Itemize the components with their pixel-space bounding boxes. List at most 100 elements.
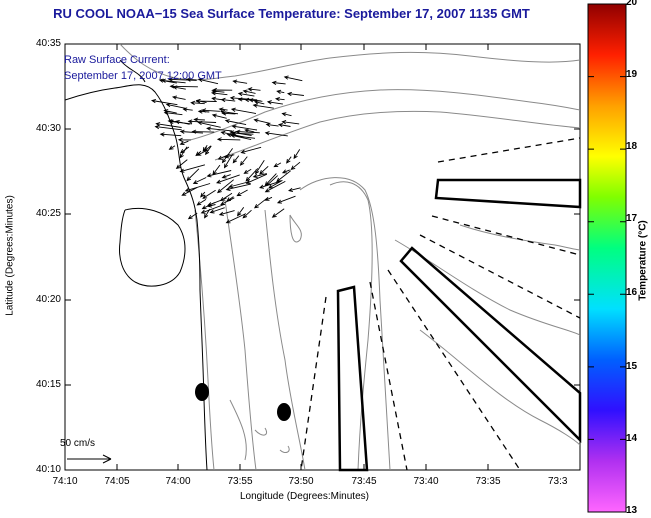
current-vector-arrow — [211, 96, 225, 101]
current-vector-arrow — [168, 119, 192, 125]
contour-line — [419, 329, 580, 446]
current-vector-arrow — [293, 149, 301, 160]
dashed-line — [300, 296, 327, 471]
current-vector-arrow — [163, 110, 183, 116]
current-vector-arrow — [186, 168, 200, 182]
current-vector-arrow — [276, 195, 296, 204]
x-tick-label: 73:45 — [351, 476, 377, 487]
current-vector-arrow — [232, 155, 240, 164]
current-vector-arrow — [191, 129, 215, 134]
contour-line — [299, 177, 391, 470]
current-vector-arrow — [187, 119, 217, 124]
current-vector-arrow — [225, 183, 251, 191]
current-vector-arrow — [264, 181, 286, 193]
colorbar-tick-label: 18 — [626, 141, 638, 152]
y-tick-label: 40:20 — [35, 294, 61, 305]
current-vector-arrow — [216, 179, 234, 194]
coastline — [65, 59, 208, 470]
y-tick-label: 40:35 — [35, 38, 61, 49]
colorbar-tick-label: 19 — [626, 69, 638, 80]
x-tick-label: 74:10 — [52, 476, 78, 487]
current-vector-arrow — [245, 173, 268, 184]
current-vector-arrow — [244, 128, 255, 133]
current-vector-arrow — [206, 170, 232, 178]
current-vector-arrow — [281, 169, 290, 174]
current-vector-arrow — [259, 180, 281, 189]
current-vector-arrow — [228, 181, 250, 189]
current-vector-arrow — [281, 112, 292, 117]
current-vector-arrow — [277, 122, 291, 128]
current-vector-arrow — [226, 196, 234, 202]
current-vector-arrow — [232, 79, 248, 84]
current-vector-arrow — [218, 107, 228, 112]
zone-polygon-diagonal — [399, 246, 582, 444]
zone-polygon-east — [434, 178, 582, 209]
current-vector-arrow — [283, 75, 303, 82]
current-vector-arrow — [264, 173, 277, 187]
current-vector-arrow — [155, 122, 182, 128]
current-vector-arrow — [158, 78, 177, 84]
plot-frame — [64, 43, 581, 471]
annotation-line-1: Raw Surface Current: — [64, 54, 170, 66]
current-vector-arrow — [273, 162, 282, 168]
current-vector-arrow — [221, 111, 236, 116]
current-vector-arrow — [223, 153, 233, 169]
current-vector-arrow — [274, 96, 285, 102]
current-vector-arrow — [192, 177, 207, 184]
current-vector-arrow — [184, 183, 211, 192]
coast-line-bay — [119, 207, 186, 287]
x-tick-label: 73:40 — [413, 476, 439, 487]
current-vector-arrow — [177, 137, 191, 143]
current-vector-arrow — [264, 131, 288, 137]
current-vector-arrow — [237, 97, 258, 102]
current-vector-arrow — [240, 146, 262, 154]
current-vector-arrow — [150, 98, 178, 106]
current-vector-arrow — [286, 156, 292, 164]
contour-line — [224, 199, 257, 470]
current-vector-arrow — [236, 207, 245, 217]
current-vector-arrow — [253, 100, 265, 105]
x-tick-label: 74:05 — [104, 476, 130, 487]
current-vector-arrow — [197, 78, 219, 85]
colorbar — [587, 3, 627, 513]
current-vector-arrow — [237, 91, 255, 97]
current-vector-arrow — [201, 108, 220, 113]
current-vector-arrow — [202, 189, 216, 199]
current-vector-arrow — [187, 212, 198, 220]
current-vector-arrow — [200, 191, 206, 198]
current-vector-arrow — [224, 154, 235, 159]
coast-line-north — [65, 84, 208, 470]
current-vector-arrow — [225, 213, 247, 224]
current-vector-arrow — [207, 197, 227, 207]
zone-polygons — [336, 178, 582, 472]
colorbar-tick-label: 15 — [626, 361, 638, 372]
current-vector-arrow — [286, 91, 304, 97]
zone-polygon-south — [336, 285, 369, 472]
y-tick-label: 40:15 — [35, 379, 61, 390]
x-axis-title: Longitude (Degrees:Minutes) — [240, 491, 369, 502]
dashed-line — [431, 215, 581, 256]
contour-line — [214, 110, 580, 161]
current-vector-arrow — [239, 156, 248, 166]
current-vector-arrow — [247, 87, 261, 92]
current-vector-arrow — [211, 89, 225, 94]
current-vector-arrow — [265, 122, 279, 127]
colorbar-tick-label: 14 — [626, 433, 638, 444]
x-tick-label: 73:50 — [288, 476, 314, 487]
current-vector-arrow — [175, 159, 188, 170]
current-vector-arrow — [231, 124, 258, 131]
scale-label: 50 cm/s — [60, 438, 96, 449]
current-vector-arrow — [195, 99, 207, 104]
y-tick-label: 40:30 — [35, 123, 61, 134]
figure-title: RU COOL NOAA−15 Sea Surface Temperature:… — [53, 6, 530, 21]
land-blob-west — [195, 383, 209, 401]
current-vector-arrow — [206, 126, 233, 132]
current-vector-arrow — [224, 119, 247, 126]
x-tick-label: 74:00 — [165, 476, 191, 487]
y-tick-label: 40:25 — [35, 208, 61, 219]
current-vector-arrow — [216, 174, 240, 184]
x-tick-label: 73:55 — [227, 476, 253, 487]
colorbar-tick-label: 13 — [626, 505, 638, 516]
